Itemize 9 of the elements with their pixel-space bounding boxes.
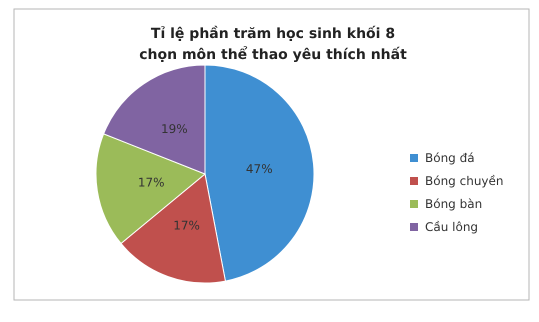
legend-label: Cầu lông: [425, 220, 478, 234]
legend-label: Bóng chuyền: [425, 174, 504, 188]
data-label: 17%: [138, 176, 165, 190]
legend-label: Bóng đá: [425, 151, 475, 165]
data-label: 19%: [161, 122, 188, 136]
data-label: 17%: [173, 218, 200, 232]
chart-title: Tỉ lệ phần trăm học sinh khối 8 chọn môn thể thao yêu thích nhất: [139, 25, 408, 63]
data-label: 47%: [246, 162, 273, 176]
legend-label: Bóng bàn: [425, 197, 482, 211]
